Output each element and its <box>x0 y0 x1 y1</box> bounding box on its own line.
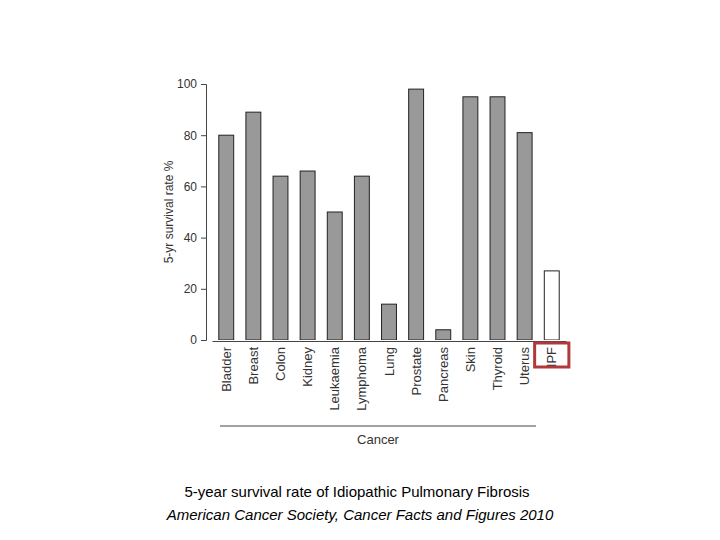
x-tick: IPF <box>544 341 559 367</box>
chart: 0 20 40 60 80 100 Bladder Breast Colon Kidney Leuk… <box>0 0 720 540</box>
x-tick-label: Pancreas <box>436 347 451 402</box>
x-tick: Lung <box>382 341 397 376</box>
x-tick-label: Lung <box>382 347 397 376</box>
y-tick-mark <box>201 289 206 290</box>
y-tick-mark <box>201 238 206 239</box>
x-tick: Bladder <box>219 341 234 392</box>
y-tick: 100 <box>177 77 206 91</box>
x-tick-label: Skin <box>463 347 478 372</box>
y-tick-label: 60 <box>184 180 198 194</box>
x-axis-title: Cancer <box>357 432 400 447</box>
bar <box>327 212 342 340</box>
y-tick-mark <box>201 186 206 187</box>
x-tick-label: Lymphoma <box>354 346 369 411</box>
x-tick: Thyroid <box>490 341 505 390</box>
x-tick-label: Prostate <box>409 347 424 395</box>
x-tick-label: Uterus <box>517 347 532 386</box>
x-tick-label: Bladder <box>219 346 234 391</box>
y-tick: 20 <box>184 282 206 296</box>
y-tick-mark <box>201 135 206 136</box>
x-tick: Skin <box>463 341 478 372</box>
y-tick: 60 <box>184 180 206 194</box>
x-tick-label: Thyroid <box>490 347 505 390</box>
x-tick-label: IPF <box>544 347 559 367</box>
x-tick: Lymphoma <box>354 341 369 411</box>
y-axis-title: 5-yr survival rate % <box>162 160 176 263</box>
title: 5-year survival rate of Idiopathic Pulmo… <box>184 483 529 500</box>
x-tick-label: Kidney <box>300 347 315 387</box>
x-axis: Bladder Breast Colon Kidney Leukaemia Lymphom… <box>213 341 567 411</box>
bar <box>544 271 559 340</box>
y-axis-line <box>201 85 207 341</box>
x-tick: Uterus <box>517 341 532 385</box>
bar <box>273 176 288 340</box>
x-tick: Kidney <box>300 341 315 387</box>
x-axis-line <box>213 341 567 342</box>
y-tick-label: 20 <box>184 282 198 296</box>
bar <box>300 171 315 340</box>
x-tick: Colon <box>273 341 288 381</box>
bars <box>219 89 559 340</box>
y-tick-label: 80 <box>184 129 198 143</box>
bar <box>517 133 532 340</box>
y-tick-mark <box>201 340 206 341</box>
x-tick-label: Colon <box>273 347 288 381</box>
y-tick: 0 <box>190 333 206 347</box>
subtitle: American Cancer Society, Cancer Facts an… <box>166 506 554 523</box>
x-tick-label: Breast <box>246 347 261 385</box>
x-tick: Pancreas <box>436 341 451 402</box>
x-tick: Breast <box>246 341 261 385</box>
y-tick-label: 40 <box>184 231 198 245</box>
x-tick-label: Leukaemia <box>327 346 342 410</box>
x-title-rule <box>220 426 536 427</box>
x-tick: Prostate <box>409 341 424 395</box>
y-tick-mark <box>201 84 206 85</box>
bar <box>463 97 478 340</box>
bar <box>246 112 261 340</box>
bar <box>490 97 505 340</box>
bar <box>354 176 369 340</box>
y-tick: 80 <box>184 129 206 143</box>
y-tick-label: 100 <box>177 77 197 91</box>
bar <box>219 135 234 340</box>
x-tick: Leukaemia <box>327 341 342 411</box>
highlight-box <box>535 343 569 367</box>
bar <box>382 304 397 340</box>
bar <box>409 89 424 340</box>
y-axis: 0 20 40 60 80 100 <box>177 77 207 347</box>
bar <box>436 330 451 340</box>
y-tick: 40 <box>184 231 206 245</box>
y-tick-label: 0 <box>190 333 197 347</box>
